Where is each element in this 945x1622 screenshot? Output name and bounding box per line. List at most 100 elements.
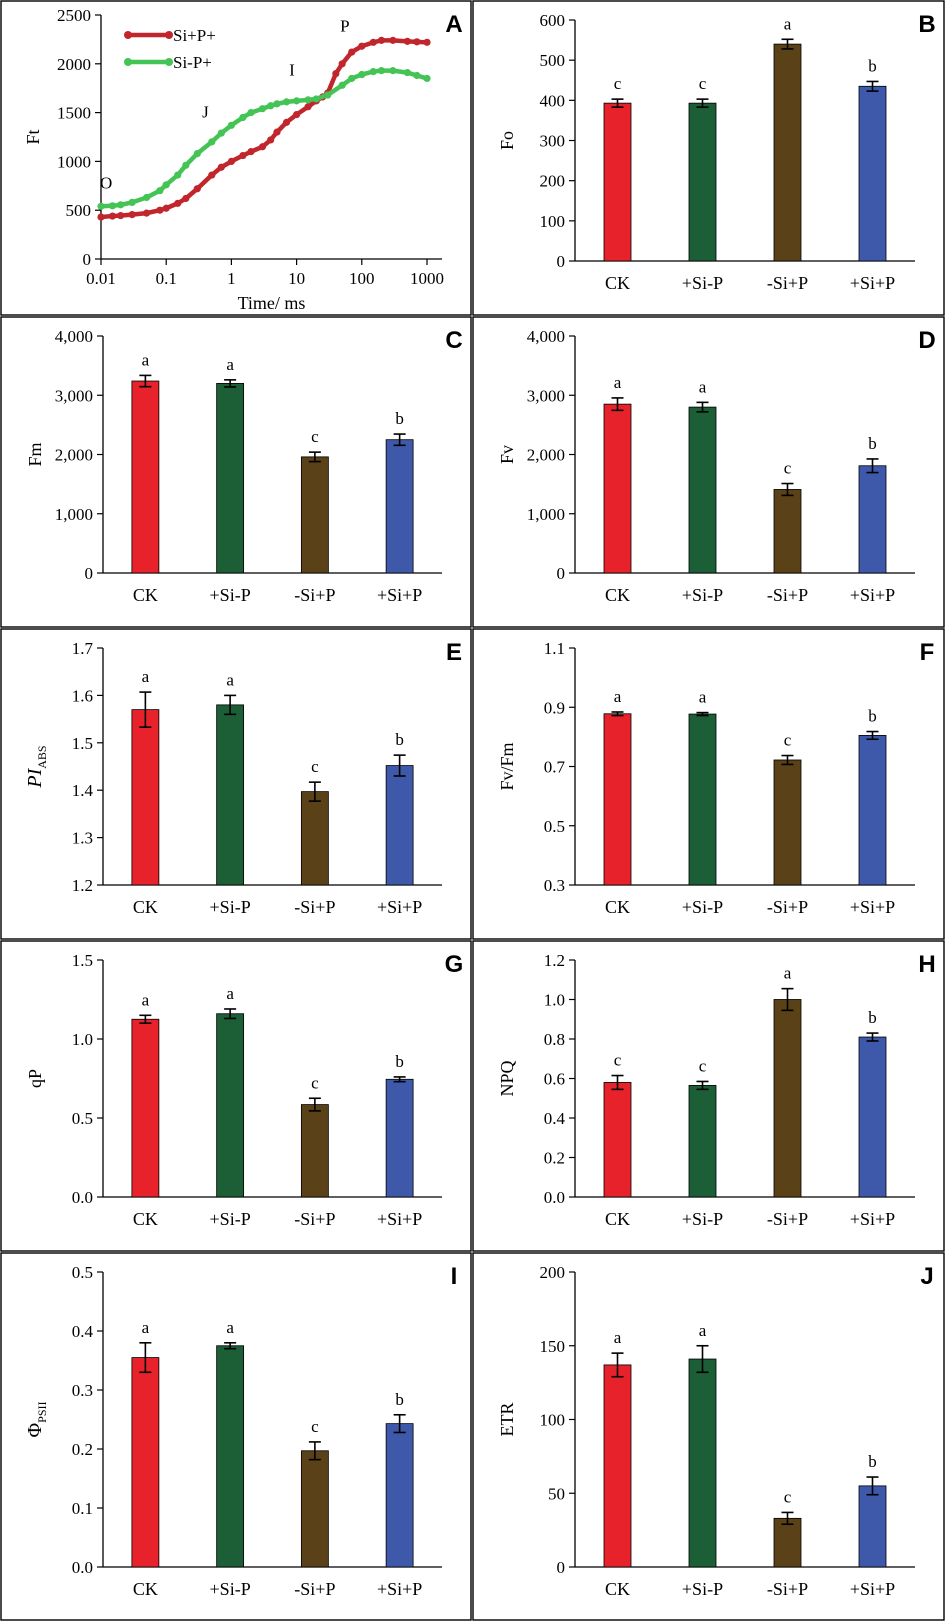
data-point xyxy=(338,60,346,68)
data-point xyxy=(193,185,201,193)
category-label: -Si+P xyxy=(294,1579,335,1599)
panel-border xyxy=(472,1252,945,1621)
x-tick-label: 1000 xyxy=(410,269,444,288)
y-tick-label: 4,000 xyxy=(527,327,565,346)
y-axis-label: Fo xyxy=(497,131,517,150)
data-point xyxy=(128,210,136,219)
panel-letter: B xyxy=(918,11,935,38)
y-tick-label: 0.3 xyxy=(72,1381,93,1400)
bar-CK xyxy=(131,1018,160,1198)
bar--Si+P xyxy=(300,456,329,574)
y-axis-label: Fm xyxy=(25,442,45,466)
y-axis-label-sub: PSII xyxy=(35,1402,49,1423)
y-tick-label: 3,000 xyxy=(55,386,93,405)
phase-label: O xyxy=(100,174,112,193)
significance-letter: b xyxy=(395,1052,404,1071)
bar-+Si-P xyxy=(688,406,717,574)
panel-border xyxy=(0,628,472,940)
data-point xyxy=(273,100,281,108)
data-point xyxy=(389,36,397,44)
significance-letter: c xyxy=(311,757,319,776)
category-label: +Si-P xyxy=(210,1209,251,1229)
category-label: +Si+P xyxy=(850,585,895,605)
y-axis-label: Fv xyxy=(497,445,517,464)
panel-letter: F xyxy=(920,639,935,666)
panel-letter: E xyxy=(446,639,462,666)
y-tick-label: 200 xyxy=(540,1263,566,1282)
data-point xyxy=(358,70,366,79)
significance-letter: a xyxy=(142,990,150,1009)
data-point xyxy=(117,211,125,220)
data-point xyxy=(377,67,386,75)
significance-letter: c xyxy=(311,1417,319,1436)
category-label: +Si+P xyxy=(850,1209,895,1229)
y-tick-label: 1,000 xyxy=(55,505,93,524)
y-tick-label: 0.8 xyxy=(544,1030,565,1049)
y-tick-label: 500 xyxy=(540,51,566,70)
panel-J: J 0 50 100 150 200 ETR a CK a +Si-P c -Si+P b +Si+P xyxy=(497,1263,934,1599)
data-point xyxy=(227,121,235,129)
legend-label: Si+P+ xyxy=(173,26,216,45)
significance-letter: b xyxy=(395,409,404,428)
category-label: CK xyxy=(605,897,630,917)
y-tick-label: 0.2 xyxy=(544,1149,565,1168)
data-point xyxy=(348,74,356,83)
data-point xyxy=(247,109,255,117)
y-tick-label: 0 xyxy=(557,252,566,271)
data-point xyxy=(338,81,346,89)
bar--Si+P xyxy=(300,791,329,886)
category-label: CK xyxy=(133,585,158,605)
y-tick-label: 3,000 xyxy=(527,386,565,405)
category-label: -Si+P xyxy=(767,1579,808,1599)
category-label: +Si+P xyxy=(377,585,422,605)
y-axis-label-sub: ABS xyxy=(35,745,49,768)
y-tick-label: 0.4 xyxy=(72,1322,94,1341)
legend-marker xyxy=(165,31,173,39)
panel-border xyxy=(0,1252,472,1621)
data-point xyxy=(162,204,170,212)
category-label: CK xyxy=(605,273,630,293)
y-tick-label: 100 xyxy=(540,212,566,231)
y-tick-label: 50 xyxy=(548,1484,565,1503)
significance-letter: a xyxy=(142,667,150,686)
y-tick-label: 0.6 xyxy=(544,1070,565,1089)
y-axis-label: ΦPSII xyxy=(24,1402,49,1438)
data-point xyxy=(239,113,247,122)
bar-+Si+P xyxy=(858,734,887,886)
category-label: +Si+P xyxy=(850,1579,895,1599)
category-label: CK xyxy=(133,1209,158,1229)
y-tick-label: 0 xyxy=(557,564,566,583)
panel-B: B 0 100 200 300 400 500 600 Fo c CK c +Si-P a -Si+P b +S… xyxy=(497,11,936,293)
bar--Si+P xyxy=(773,1517,802,1568)
bar-CK xyxy=(131,380,160,574)
data-point xyxy=(217,129,225,137)
significance-letter: c xyxy=(311,427,319,446)
data-point xyxy=(273,128,281,136)
category-label: -Si+P xyxy=(294,897,335,917)
category-label: +Si+P xyxy=(377,897,422,917)
significance-letter: b xyxy=(395,730,404,749)
legend: Si+P+ Si-P+ xyxy=(124,26,216,72)
panel-I: I 0.0 0.1 0.2 0.3 0.4 0.5 ΦPSII a CK a +Si-P c -Si+P b… xyxy=(24,1263,457,1599)
y-tick-label: 2,000 xyxy=(55,446,93,465)
bar-+Si+P xyxy=(385,765,414,886)
y-tick-label: 1.4 xyxy=(72,781,94,800)
bar-CK xyxy=(603,713,632,886)
x-tick-label: 1 xyxy=(227,269,236,288)
panel-D: D 0 1,000 2,000 3,000 4,000 Fv a CK a +Si-P c -Si+P b… xyxy=(497,327,936,605)
y-tick-label: 1.0 xyxy=(544,991,565,1010)
phase-label: J xyxy=(202,102,209,121)
data-point xyxy=(128,198,136,206)
bar-+Si-P xyxy=(216,1345,245,1568)
data-point xyxy=(182,194,190,203)
x-tick-label: 0.1 xyxy=(156,269,177,288)
data-point xyxy=(156,187,164,195)
panel-C: C 0 1,000 2,000 3,000 4,000 Fm a CK a +Si-P c -Si+P b… xyxy=(25,327,463,605)
significance-letter: a xyxy=(142,350,150,369)
data-point xyxy=(282,118,291,126)
data-point xyxy=(117,201,125,209)
data-point xyxy=(403,37,411,45)
bar-+Si+P xyxy=(858,85,887,262)
panel-border xyxy=(0,940,472,1252)
category-label: CK xyxy=(605,1209,630,1229)
